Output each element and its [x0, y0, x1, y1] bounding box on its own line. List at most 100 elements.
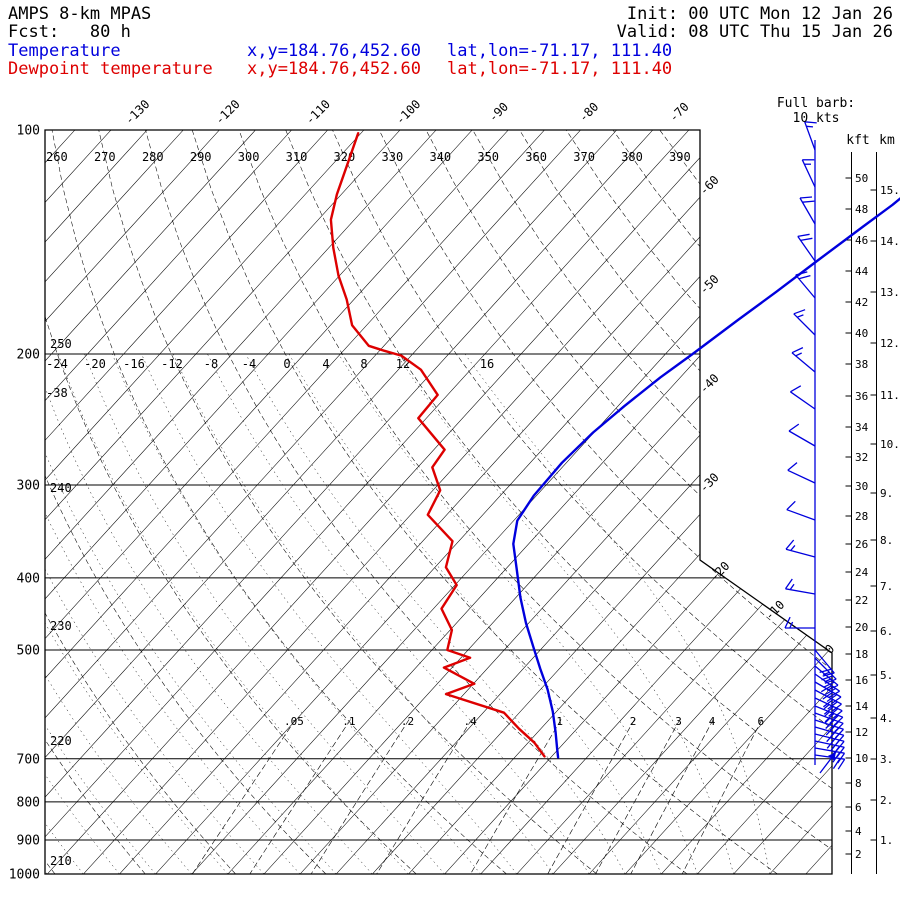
- kft-tick-label: 30: [855, 480, 868, 493]
- mixing-ratio-label: .2: [401, 715, 414, 728]
- init-time: Init: 00 UTC Mon 12 Jan 26: [626, 4, 893, 24]
- pressure-tick-label: 500: [17, 644, 40, 659]
- km-tick-label: 5.: [880, 669, 893, 682]
- grid-lines: [45, 130, 832, 874]
- mixing-ratio-label: .05: [284, 715, 304, 728]
- dry-adiabats: [45, 130, 832, 874]
- theta-label: 350: [477, 150, 499, 164]
- valid-time: Valid: 08 UTC Thu 15 Jan 26: [616, 22, 893, 42]
- kft-tick-label: 20: [855, 621, 868, 634]
- temperature-legend-label: Temperature: [8, 41, 121, 61]
- plot-border: [44, 129, 833, 875]
- dewpoint-curve: [329, 132, 546, 758]
- theta-label: 390: [669, 150, 691, 164]
- pressure-tick-label: 100: [17, 124, 40, 139]
- isopleth-label-200mb: -8: [204, 357, 218, 371]
- isopleth-label-200mb: 4: [322, 357, 329, 371]
- kft-tick-label: 34: [855, 421, 869, 434]
- kft-tick-label: 28: [855, 510, 868, 523]
- theta-label-left: 230: [50, 619, 72, 633]
- km-tick-label: 2.: [880, 794, 893, 807]
- pressure-tick-label: 200: [17, 348, 40, 363]
- theta-label: 310: [286, 150, 308, 164]
- theta-label-left: 220: [50, 734, 72, 748]
- isopleth-label-200mb: -20: [84, 357, 106, 371]
- mixing-ratio-label: .4: [463, 715, 477, 728]
- pressure-tick-label: 900: [17, 834, 40, 849]
- kft-tick-label: 12: [855, 726, 868, 739]
- isopleth-label-200mb: -4: [242, 357, 256, 371]
- kft-tick-label: 24: [855, 566, 869, 579]
- isotherm-label-top: -100: [393, 97, 423, 127]
- isopleth-label-200mb: -16: [123, 357, 145, 371]
- pressure-tick-label: 800: [17, 795, 40, 810]
- kft-tick-label: 6: [855, 801, 862, 814]
- kft-tick-label: 14: [855, 700, 869, 713]
- kft-tick-label: 10: [855, 752, 868, 765]
- km-tick-label: 9.: [880, 487, 893, 500]
- km-tick-label: 14.: [880, 235, 900, 248]
- kft-tick-label: 8: [855, 777, 862, 790]
- barb-legend-line2: 10 kts: [793, 111, 840, 126]
- kft-tick-label: 26: [855, 538, 868, 551]
- km-tick-label: 8.: [880, 534, 893, 547]
- kft-tick-label: 48: [855, 203, 868, 216]
- km-tick-label: 11.: [880, 389, 900, 402]
- kft-tick-label: 44: [855, 265, 869, 278]
- theta-label: 380: [621, 150, 643, 164]
- km-tick-label: 4.: [880, 712, 893, 725]
- temperature-grid-coords: x,y=184.76,452.60: [247, 41, 421, 61]
- edge-label: -38: [46, 386, 68, 400]
- barb-legend: Full barb:10 kts: [777, 96, 855, 126]
- km-tick-label: 1.: [880, 834, 893, 847]
- theta-label: 280: [142, 150, 164, 164]
- km-tick-label: 15.: [880, 184, 900, 197]
- mixing-ratio-label: 4: [709, 715, 716, 728]
- kft-tick-label: 18: [855, 648, 868, 661]
- isotherm-label-diag: 0: [822, 642, 837, 657]
- kft-axis-title: kft: [846, 133, 869, 148]
- mixing-ratio-lines: [192, 719, 763, 874]
- dewpoint-grid-coords: x,y=184.76,452.60: [247, 59, 421, 79]
- pressure-tick-label: 700: [17, 752, 40, 767]
- km-tick-label: 3.: [880, 753, 893, 766]
- km-tick-label: 7.: [880, 580, 893, 593]
- forecast-hour: Fcst: 80 h: [8, 22, 131, 42]
- theta-label: 290: [190, 150, 212, 164]
- theta-label: 260: [46, 150, 68, 164]
- km-tick-label: 10.: [880, 438, 900, 451]
- pressure-tick-label: 1000: [9, 868, 40, 883]
- kft-tick-label: 38: [855, 358, 868, 371]
- km-tick-label: 12.: [880, 337, 900, 350]
- pressure-tick-label: 300: [17, 479, 40, 494]
- kft-tick-label: 46: [855, 234, 868, 247]
- kft-tick-label: 42: [855, 296, 868, 309]
- isotherm-label-top: -120: [212, 97, 242, 127]
- kft-tick-label: 40: [855, 327, 868, 340]
- mixing-ratio-label: 2: [630, 715, 637, 728]
- kft-tick-label: 16: [855, 674, 868, 687]
- pressure-tick-label: 400: [17, 571, 40, 586]
- isotherm-label-top: -90: [486, 100, 511, 125]
- km-axis-title: km: [879, 133, 895, 148]
- isopleth-label-200mb: 16: [480, 357, 494, 371]
- kft-tick-label: 2: [855, 848, 862, 861]
- model-title: AMPS 8-km MPAS: [8, 4, 152, 24]
- temperature-latlon: lat,lon=-71.17, 111.40: [447, 41, 673, 61]
- dewpoint-legend-label: Dewpoint temperature: [8, 59, 213, 79]
- kft-tick-label: 36: [855, 390, 868, 403]
- kft-tick-label: 50: [855, 172, 868, 185]
- height-scale: kft km24681012141618202224262830323436384…: [845, 133, 900, 874]
- theta-label: 340: [429, 150, 451, 164]
- moist-adiabats: [45, 353, 770, 874]
- mixing-ratio-label: 6: [757, 715, 764, 728]
- isopleth-label-200mb: -12: [161, 357, 183, 371]
- km-tick-label: 13.: [880, 286, 900, 299]
- theta-label-left: 240: [50, 481, 72, 495]
- isopleth-label-200mb: -24: [46, 357, 68, 371]
- theta-label: 270: [94, 150, 116, 164]
- km-tick-label: 6.: [880, 625, 893, 638]
- isopleth-label-200mb: 8: [360, 357, 367, 371]
- kft-tick-label: 32: [855, 451, 868, 464]
